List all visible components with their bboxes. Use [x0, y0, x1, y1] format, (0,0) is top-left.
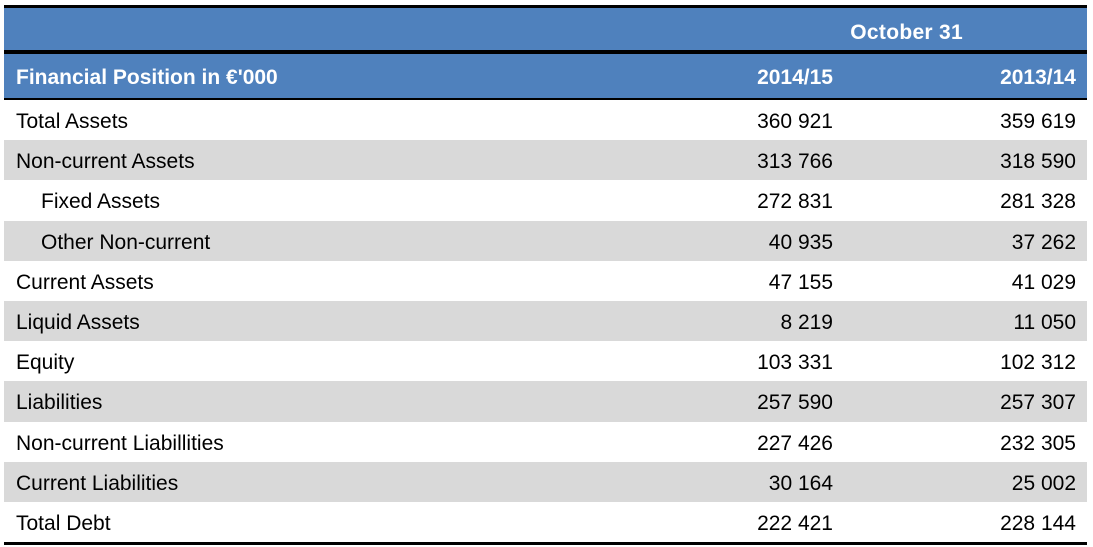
- table-row: Equity 103 331 102 312: [4, 341, 1087, 381]
- row-value-2013-14: 11 050: [1013, 310, 1076, 334]
- row-label: Total Debt: [16, 511, 111, 535]
- row-value-2013-14: 228 144: [1000, 511, 1076, 535]
- row-value-2014-15: 30 164: [768, 471, 833, 495]
- row-label: Current Liabilities: [16, 471, 179, 495]
- row-value-2013-14: 257 307: [1000, 391, 1076, 415]
- row-value-2013-14: 232 305: [1000, 431, 1076, 455]
- table-row: Current Assets 47 155 41 029: [4, 261, 1087, 301]
- row-value-2014-15: 222 421: [757, 511, 833, 535]
- period-header-row: October 31: [4, 8, 1087, 50]
- row-label: Current Assets: [16, 270, 154, 294]
- column-header-2014-15: 2014/15: [757, 66, 833, 89]
- table-row: Non-current Liabillities 227 426 232 305: [4, 422, 1087, 462]
- bottom-rule: [4, 542, 1087, 546]
- table-row: Total Debt 222 421 228 144: [4, 502, 1087, 542]
- row-value-2014-15: 47 155: [768, 270, 833, 294]
- table-row: Current Liabilities 30 164 25 002: [4, 461, 1087, 502]
- row-value-2014-15: 8 219: [780, 310, 833, 334]
- top-rule: [4, 5, 1087, 8]
- row-value-2013-14: 102 312: [1000, 351, 1076, 375]
- row-label: Non-current Liabillities: [16, 431, 224, 455]
- row-label: Liquid Assets: [16, 310, 140, 334]
- row-value-2013-14: 318 590: [1000, 150, 1076, 174]
- row-value-2013-14: 37 262: [1011, 230, 1076, 254]
- row-value-2014-15: 227 426: [757, 431, 833, 455]
- table-row: Non-current Assets 313 766 318 590: [4, 140, 1087, 181]
- table-row: Liabilities 257 590 257 307: [4, 381, 1087, 422]
- row-value-2014-15: 40 935: [768, 230, 833, 254]
- table-row: Liquid Assets 8 219 11 050: [4, 300, 1087, 342]
- row-label: Equity: [16, 351, 75, 375]
- row-value-2014-15: 103 331: [757, 351, 833, 375]
- table-row: Other Non-current 40 935 37 262: [4, 220, 1087, 261]
- row-value-2014-15: 272 831: [757, 190, 833, 214]
- row-label: Total Assets: [16, 110, 129, 133]
- row-label: Non-current Assets: [16, 150, 195, 174]
- table-body: Total Assets 360 921 359 619 Non-current As…: [4, 100, 1087, 542]
- row-value-2014-15: 360 921: [757, 110, 833, 133]
- table-title: Financial Position in €'000: [16, 66, 278, 89]
- row-value-2014-15: 313 766: [757, 150, 833, 174]
- column-header-2013-14: 2013/14: [1000, 66, 1076, 89]
- row-label: Liabilities: [16, 391, 103, 415]
- row-value-2014-15: 257 590: [757, 391, 833, 415]
- row-value-2013-14: 281 328: [1000, 190, 1076, 214]
- row-value-2013-14: 41 029: [1011, 270, 1076, 294]
- header-bottom-rule: [4, 98, 1087, 100]
- column-header-row: Financial Position in €'000 2014/15 2013…: [4, 54, 1087, 98]
- header-divider: [4, 50, 1087, 54]
- period-header: October 31: [850, 21, 963, 44]
- table-row: Fixed Assets 272 831 281 328: [4, 180, 1087, 220]
- table-row: Total Assets 360 921 359 619: [4, 100, 1087, 140]
- financial-position-table: October 31 Financial Position in €'000 2…: [4, 5, 1087, 546]
- row-value-2013-14: 25 002: [1011, 471, 1076, 495]
- row-label: Fixed Assets: [41, 190, 161, 214]
- row-value-2013-14: 359 619: [1000, 110, 1076, 133]
- row-label: Other Non-current: [41, 230, 211, 254]
